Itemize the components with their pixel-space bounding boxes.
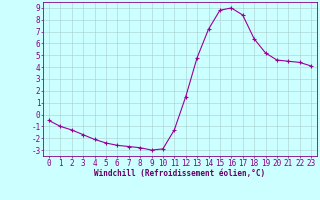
X-axis label: Windchill (Refroidissement éolien,°C): Windchill (Refroidissement éolien,°C) [94,169,266,178]
